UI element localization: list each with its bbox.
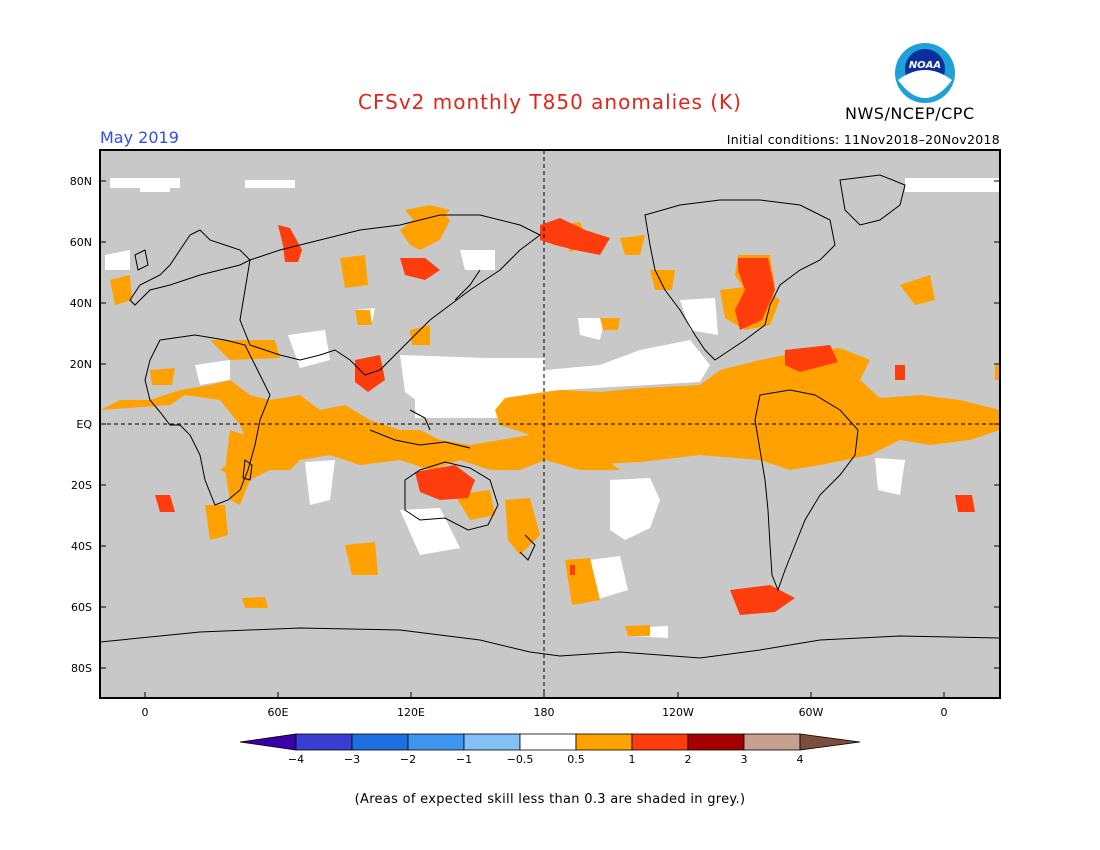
lon-label: 0: [941, 706, 948, 719]
colorbar-low-arrow: [239, 733, 297, 751]
lat-label: 80S: [71, 662, 92, 675]
lat-label: 60S: [71, 601, 92, 614]
colorbar-label: 4: [797, 753, 804, 766]
colorbar-label: −0.5: [507, 753, 534, 766]
colorbar-bin: [351, 733, 409, 751]
skill-note: (Areas of expected skill less than 0.3 a…: [354, 792, 746, 807]
colorbar-bin: [519, 733, 577, 751]
colorbar-bin: [575, 733, 633, 751]
lat-label: 20N: [70, 358, 92, 371]
lat-label: 40S: [71, 540, 92, 553]
lat-label: EQ: [76, 418, 92, 431]
colorbar-label: −3: [344, 753, 360, 766]
lon-label: 60W: [799, 706, 824, 719]
anomaly-05-1: [100, 205, 1000, 636]
colorbar-bin: [743, 733, 801, 751]
colorbar-bin: [687, 733, 745, 751]
colorbar-label: 3: [741, 753, 748, 766]
lon-label: 180: [534, 706, 555, 719]
colorbar-label: 0.5: [567, 753, 585, 766]
colorbar-label: −1: [456, 753, 472, 766]
coastlines: [99, 174, 1001, 659]
svg-text:NOAA: NOAA: [909, 60, 941, 71]
lon-ticks: [144, 692, 945, 698]
colorbar-bin: [463, 733, 521, 751]
colorbar-bin: [295, 733, 353, 751]
valid-month: May 2019: [100, 128, 179, 147]
colorbar-label: −4: [288, 753, 304, 766]
colorbar-high-arrow: [799, 733, 861, 751]
lon-label: 0: [142, 706, 149, 719]
lat-label: 40N: [70, 297, 92, 310]
colorbar-label: 1: [629, 753, 636, 766]
lon-label: 60E: [268, 706, 289, 719]
initial-conditions: Initial conditions: 11Nov2018–20Nov2018: [726, 132, 1000, 147]
lat-ticks: [100, 180, 1000, 669]
lat-label: 20S: [71, 479, 92, 492]
lat-label: 60N: [70, 236, 92, 249]
colorbar: [239, 733, 861, 751]
lat-label: 80N: [70, 175, 92, 188]
colorbar-bin: [407, 733, 465, 751]
lon-label: 120E: [397, 706, 425, 719]
agency-label: NWS/NCEP/CPC: [845, 104, 975, 123]
colorbar-bin: [631, 733, 689, 751]
noaa-logo: NOAA: [895, 43, 955, 103]
colorbar-label: 2: [685, 753, 692, 766]
colorbar-label: −2: [400, 753, 416, 766]
map-title: CFSv2 monthly T850 anomalies (K): [358, 90, 742, 114]
lon-label: 120W: [662, 706, 694, 719]
